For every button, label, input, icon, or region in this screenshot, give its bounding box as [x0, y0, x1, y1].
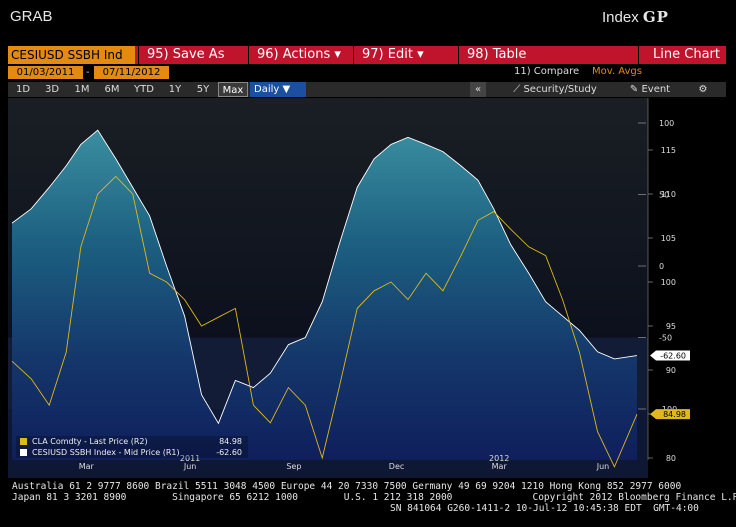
actions-menu[interactable]: 96) Actions ▾	[248, 46, 353, 64]
event-icon: ✎	[629, 84, 639, 95]
range-max[interactable]: Max	[218, 82, 248, 97]
table-label: Table	[492, 47, 527, 62]
range-3d[interactable]: 3D	[44, 84, 60, 95]
x-tick-label: Sep	[286, 462, 301, 471]
legend-label-oil: CLA Comdty - Last Price (R2)	[32, 437, 148, 446]
footer-line-2: Japan 81 3 3201 8900 Singapore 65 6212 1…	[12, 492, 736, 503]
compare-button[interactable]: 11) Compare	[514, 66, 580, 77]
r2-tick-label: 110	[661, 190, 676, 199]
table-menu[interactable]: 98) Table	[458, 46, 638, 64]
start-date-field[interactable]: 01/03/2011	[8, 66, 83, 79]
edit-key: 97)	[362, 47, 384, 62]
x-tick-label: Mar	[492, 462, 508, 471]
oil-last-label-box	[650, 409, 690, 420]
gear-icon[interactable]: ⚙	[698, 84, 708, 95]
frequency-label: Daily	[254, 84, 280, 95]
save-as-key: 95)	[147, 47, 169, 62]
footer-line-3: SN 841064 G260-1411-2 10-Jul-12 10:45:38…	[390, 503, 699, 514]
range-ytd[interactable]: YTD	[134, 84, 154, 95]
year-label: 2012	[489, 454, 509, 463]
r1-tick-label: 0	[659, 262, 664, 271]
cesi-last-label-box	[650, 350, 690, 361]
actions-key: 96)	[257, 47, 279, 62]
event-button[interactable]: ✎ Event	[620, 82, 680, 97]
cesi-series-line	[11, 129, 638, 425]
r2-tick-label: 80	[666, 454, 676, 463]
gp-brand: GP	[642, 8, 669, 26]
legend-item-cesi[interactable]: CESIUSD SSBH Index - Mid Price (R1) -62.…	[16, 447, 248, 458]
index-label: Index GP	[602, 8, 669, 26]
oil-last-label-text: 84.98	[663, 410, 686, 419]
edit-label: Edit	[387, 47, 413, 62]
app-title: GRAB	[10, 8, 53, 25]
line-chart-label[interactable]: Line Chart	[638, 46, 726, 64]
edit-menu[interactable]: 97) Edit ▾	[353, 46, 458, 64]
save-as-label: Save As	[172, 47, 225, 62]
legend: CLA Comdty - Last Price (R2) 84.98 CESIU…	[16, 436, 248, 458]
actions-label: Actions	[282, 47, 331, 62]
end-date-field[interactable]: 07/11/2012	[94, 66, 169, 79]
save-as-menu[interactable]: 95) Save As	[138, 46, 248, 64]
legend-value-oil: 84.98	[219, 437, 242, 446]
chevron-down-icon: ▾	[417, 47, 424, 62]
r1-tick-label: 100	[659, 119, 674, 128]
range-1m[interactable]: 1M	[74, 84, 90, 95]
oil-series-line	[11, 175, 638, 468]
cesi-last-label-text: -62.60	[660, 352, 686, 361]
legend-label-cesi: CESIUSD SSBH Index - Mid Price (R1)	[32, 448, 180, 457]
index-prefix: Index	[602, 9, 639, 26]
range-6m[interactable]: 6M	[104, 84, 120, 95]
r2-tick-label: 90	[666, 366, 676, 375]
x-tick-label: Mar	[79, 462, 95, 471]
legend-swatch-cesi	[20, 449, 27, 456]
ticker-field[interactable]: CESIUSD SSBH Ind	[8, 46, 135, 64]
r2-tick-label: 100	[661, 278, 676, 287]
line-chart[interactable]: 1151101051009590858075100500-50-100MarJu…	[8, 98, 728, 478]
frequency-dropdown[interactable]: Daily ▼	[250, 82, 306, 97]
range-1d[interactable]: 1D	[15, 84, 31, 95]
cesi-last-label: -62.60	[650, 350, 690, 361]
x-tick-label: Jun	[183, 462, 197, 471]
chart-line-icon: ⟋	[513, 84, 521, 95]
event-label: Event	[641, 84, 671, 95]
r2-tick-label: 115	[661, 146, 676, 155]
date-separator: -	[86, 67, 90, 78]
range-1y[interactable]: 1Y	[168, 84, 182, 95]
menu-bar: CESIUSD SSBH Ind 95) Save As 96) Actions…	[8, 46, 726, 64]
r1-tick-label: -50	[659, 334, 672, 343]
r2-tick-label: 95	[666, 322, 676, 331]
chevron-down-icon: ▾	[334, 47, 341, 62]
security-study-button[interactable]: ⟋ Security/Study	[500, 82, 610, 97]
legend-item-oil[interactable]: CLA Comdty - Last Price (R2) 84.98	[16, 436, 248, 447]
mov-avgs-button[interactable]: Mov. Avgs	[592, 66, 642, 77]
footer-line-1: Australia 61 2 9777 8600 Brazil 5511 304…	[12, 481, 682, 492]
chevron-down-icon: ▼	[282, 84, 291, 95]
range-bar: 1D 3D 1M 6M YTD 1Y 5Y Max Daily ▼ « ⟋ Se…	[8, 82, 726, 97]
legend-swatch-oil	[20, 438, 27, 445]
x-tick-label: Dec	[389, 462, 404, 471]
legend-value-cesi: -62.60	[216, 448, 242, 457]
year-label: 2011	[180, 454, 200, 463]
r2-tick-label: 105	[661, 234, 676, 243]
security-study-label: Security/Study	[523, 84, 597, 95]
r1-tick-label: 50	[659, 191, 669, 200]
oil-last-label: 84.98	[650, 409, 690, 420]
table-key: 98)	[467, 47, 489, 62]
x-tick-label: Jun	[596, 462, 610, 471]
collapse-button[interactable]: «	[470, 82, 486, 97]
last-value-labels: -62.60 84.98	[650, 350, 690, 420]
range-5y[interactable]: 5Y	[196, 84, 210, 95]
